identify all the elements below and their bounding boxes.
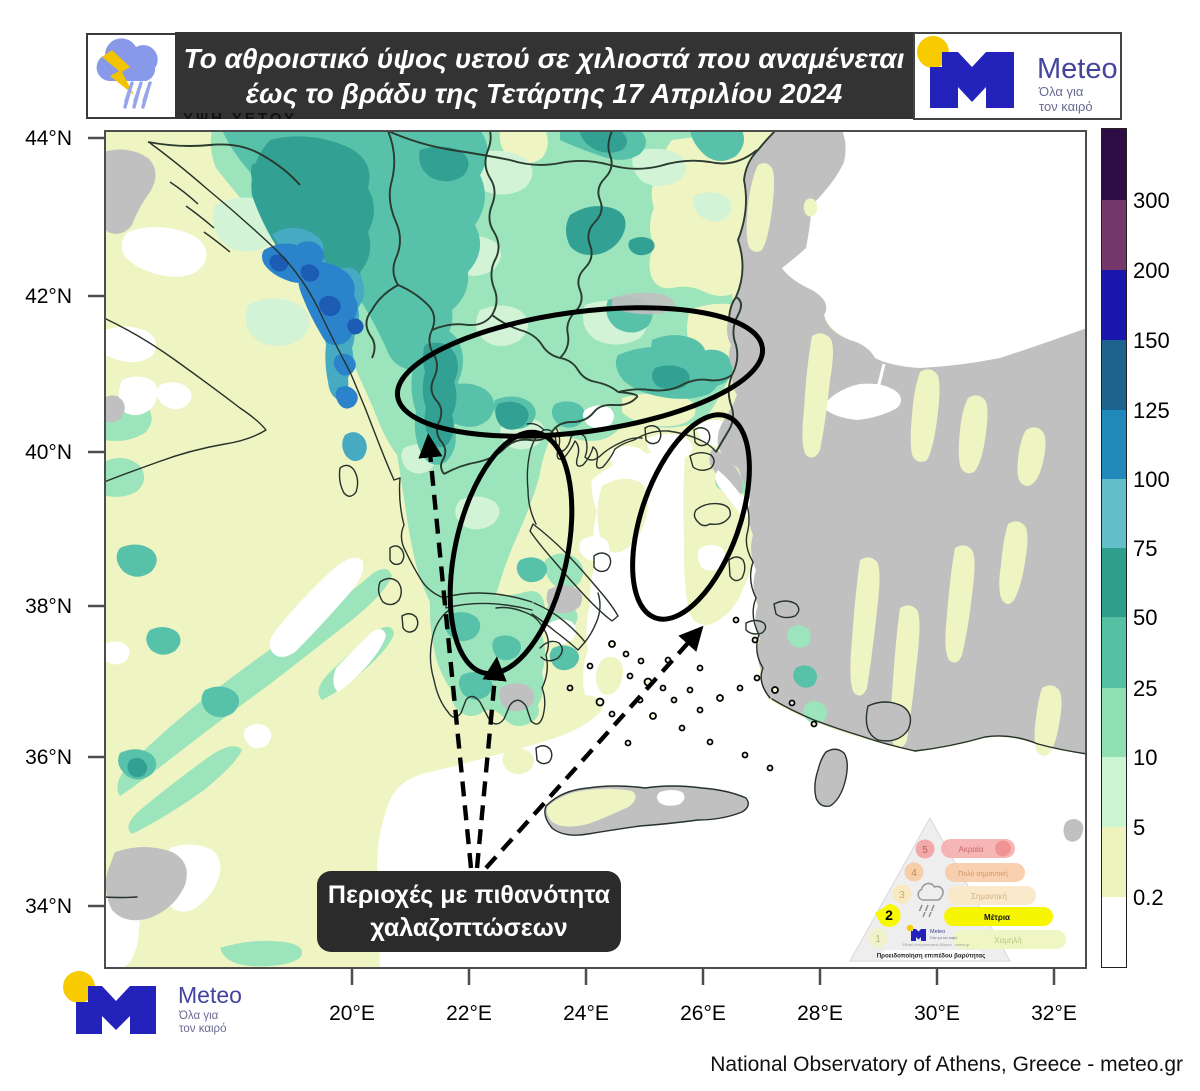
svg-text:Όλα για: Όλα για <box>1038 84 1084 99</box>
svg-text:Όλα για: Όλα για <box>178 1010 219 1022</box>
svg-text:3: 3 <box>899 890 905 901</box>
svg-text:Ακραία: Ακραία <box>959 845 984 854</box>
svg-text:τον καιρό: τον καιρό <box>1039 99 1093 114</box>
svg-text:Πολύ σημαντική: Πολύ σημαντική <box>958 870 1008 878</box>
svg-text:Σημαντική: Σημαντική <box>971 892 1007 901</box>
svg-text:Όλα για τον καιρό: Όλα για τον καιρό <box>929 936 957 940</box>
svg-text:Meteo: Meteo <box>178 982 242 1008</box>
svg-text:1: 1 <box>875 934 881 945</box>
svg-text:τον καιρό: τον καιρό <box>179 1023 226 1035</box>
svg-text:5: 5 <box>922 845 928 856</box>
svg-text:Meteo: Meteo <box>1037 53 1118 85</box>
svg-text:Χαμηλή: Χαμηλή <box>994 936 1021 945</box>
svg-text:4: 4 <box>911 868 917 879</box>
svg-text:χαλαζοπτώσεων: χαλαζοπτώσεων <box>370 914 567 942</box>
svg-text:2: 2 <box>885 907 893 923</box>
svg-text:Μέτρια: Μέτρια <box>984 913 1010 922</box>
svg-text:Meteo: Meteo <box>930 929 945 935</box>
svg-text:Περιοχές με πιθανότητα: Περιοχές με πιθανότητα <box>328 881 611 909</box>
svg-text:Εθνικό Αστεροσκοπείο Αθηνών -: Εθνικό Αστεροσκοπείο Αθηνών - meteo.gr <box>903 943 971 947</box>
svg-text:Προειδοποίηση επιπέδου βαρύτητ: Προειδοποίηση επιπέδου βαρύτητας <box>877 953 986 960</box>
